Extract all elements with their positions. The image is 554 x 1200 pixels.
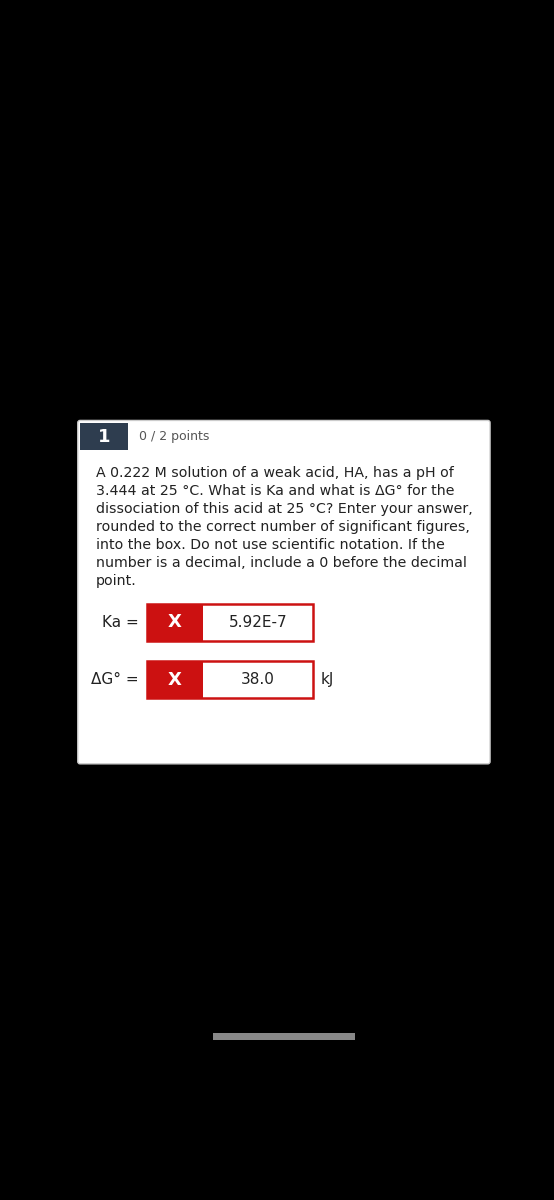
- Text: Ka =: Ka =: [102, 614, 139, 630]
- Text: 0 / 2 points: 0 / 2 points: [139, 430, 209, 443]
- Text: 1: 1: [98, 427, 110, 445]
- Bar: [147, 661, 203, 698]
- Bar: [147, 604, 314, 641]
- FancyBboxPatch shape: [78, 420, 490, 764]
- Text: ΔG° =: ΔG° =: [91, 672, 139, 688]
- Text: point.: point.: [96, 575, 136, 588]
- Text: A 0.222 M solution of a weak acid, HA, has a pH of: A 0.222 M solution of a weak acid, HA, h…: [96, 466, 453, 480]
- Text: 3.444 at 25 °C. What is Ka and what is ΔG° for the: 3.444 at 25 °C. What is Ka and what is Δ…: [96, 484, 454, 498]
- Bar: [203, 661, 314, 698]
- Text: rounded to the correct number of significant figures,: rounded to the correct number of signifi…: [96, 520, 469, 534]
- Text: number is a decimal, include a 0 before the decimal: number is a decimal, include a 0 before …: [96, 557, 466, 570]
- Text: kJ: kJ: [321, 672, 335, 688]
- Text: 38.0: 38.0: [241, 672, 275, 688]
- Text: X: X: [168, 671, 182, 689]
- Text: 5.92E-7: 5.92E-7: [229, 614, 288, 630]
- Text: into the box. Do not use scientific notation. If the: into the box. Do not use scientific nota…: [96, 539, 444, 552]
- Bar: [147, 604, 203, 641]
- Bar: [80, 422, 128, 450]
- Bar: [213, 1033, 355, 1039]
- Bar: [147, 661, 314, 698]
- Text: dissociation of this acid at 25 °C? Enter your answer,: dissociation of this acid at 25 °C? Ente…: [96, 502, 473, 516]
- Bar: [203, 604, 314, 641]
- Text: X: X: [168, 613, 182, 631]
